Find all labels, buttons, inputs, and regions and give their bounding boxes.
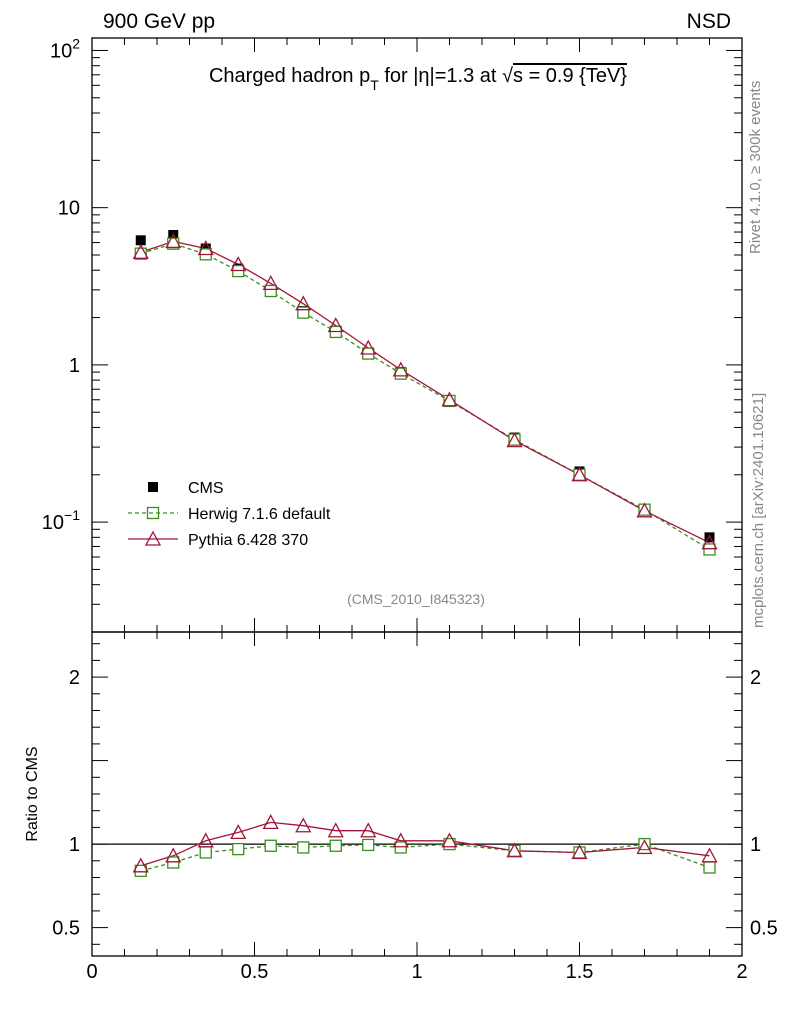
ratio-series <box>132 814 718 877</box>
herwig-point <box>703 543 716 556</box>
pythia-ratio-point <box>701 847 718 863</box>
pythia-ratio-point <box>506 842 523 858</box>
y-tick-label: 10 <box>58 198 80 220</box>
x-tick-label: 1 <box>411 961 422 983</box>
main-series <box>132 230 718 556</box>
ratio-tick-label-right: 2 <box>750 667 761 689</box>
herwig-ratio-point <box>394 841 407 854</box>
legend-cms-label: CMS <box>188 480 224 497</box>
plot-title-sub: T <box>370 77 379 93</box>
pythia-point <box>262 274 279 291</box>
herwig-ratio-line <box>140 843 710 872</box>
herwig-ratio-point <box>297 841 310 854</box>
pythia-point <box>295 295 312 311</box>
pythia-ratio-point <box>571 844 588 860</box>
cms-point <box>135 235 146 246</box>
herwig-ratio-point <box>362 838 375 852</box>
ratio-tick-label-right: 1 <box>750 834 761 856</box>
herwig-ratio-point <box>638 837 651 851</box>
ratio-tick-label-right: 0.5 <box>750 918 778 940</box>
pythia-point <box>392 361 409 377</box>
rivet-label: Rivet 4.1.0, ≥ 300k events <box>747 81 764 254</box>
herwig-ratio-point <box>134 864 147 877</box>
legend: CMS Herwig 7.1.6 default Pythia 6.428 37… <box>128 480 331 549</box>
pythia-ratio-point <box>165 847 182 863</box>
ratio-ylabel: Ratio to CMS <box>24 746 41 841</box>
pythia-point <box>441 391 458 407</box>
pythia-ratio-point <box>327 822 344 838</box>
pythia-point <box>230 256 247 272</box>
herwig-point <box>134 247 147 260</box>
mcplots-label: mcplots.cern.ch [arXiv:2401.10621] <box>750 393 767 628</box>
herwig-point <box>264 284 277 298</box>
pythia-ratio-point <box>360 822 377 838</box>
y-tick-label: 1 <box>69 355 80 377</box>
pythia-point <box>197 240 214 256</box>
pythia-point <box>636 502 653 518</box>
header-left: 900 GeV pp <box>103 10 215 33</box>
ratio-panel-frame <box>91 631 743 957</box>
herwig-ratio-point <box>329 839 342 852</box>
pythia-ratio-point <box>197 832 214 848</box>
cms-point <box>704 532 715 543</box>
ratio-tick-label-left: 0.5 <box>52 918 80 940</box>
herwig-line <box>140 243 710 551</box>
pythia-ratio-point <box>441 832 458 848</box>
legend-herwig-marker <box>146 506 160 520</box>
legend-pythia-label: Pythia 6.428 370 <box>188 532 308 549</box>
pythia-point <box>506 432 523 448</box>
y-tick-label: 10−1 <box>42 507 80 534</box>
pythia-ratio-point <box>262 814 279 830</box>
ratio-tick-label-left: 2 <box>69 667 80 689</box>
herwig-ratio-point <box>232 842 245 856</box>
pythia-ratio-point <box>132 857 149 873</box>
plot-title-b: for |η|=1.3 at <box>379 65 502 87</box>
x-tick-label: 0.5 <box>241 961 269 983</box>
herwig-ratio-point <box>199 846 212 859</box>
pythia-ratio-point <box>295 817 312 833</box>
plot-title-c: s = 0.9 {TeV} <box>513 65 627 87</box>
pythia-ratio-point <box>230 824 247 840</box>
header-right: NSD <box>687 10 731 33</box>
ratio-tick-label-left: 1 <box>69 834 80 856</box>
pythia-line <box>140 240 710 544</box>
pythia-point <box>701 534 718 550</box>
pythia-point <box>571 466 588 482</box>
x-tick-label: 1.5 <box>566 961 594 983</box>
plot-title-a: Charged hadron p <box>209 65 370 87</box>
herwig-ratio-point <box>167 856 180 869</box>
herwig-ratio-point <box>703 861 716 874</box>
plot-title-root: √ <box>502 65 513 87</box>
legend-herwig-label: Herwig 7.1.6 default <box>188 506 331 523</box>
pythia-ratio-point <box>636 839 653 855</box>
pythia-point <box>327 317 344 333</box>
herwig-ratio-point <box>264 839 277 852</box>
herwig-point <box>297 306 310 319</box>
pythia-ratio-point <box>392 832 409 848</box>
pythia-point <box>165 233 182 249</box>
plot-title: Charged hadron pT for |η|=1.3 at √s = 0.… <box>209 65 627 93</box>
pythia-point <box>132 243 149 259</box>
legend-cms-marker <box>148 482 158 492</box>
axis-ticks <box>91 38 743 956</box>
pythia-point <box>360 339 377 355</box>
x-tick-label: 2 <box>736 961 747 983</box>
analysis-id: (CMS_2010_I845323) <box>347 591 485 607</box>
pythia-ratio-line <box>140 821 710 867</box>
x-tick-label: 0 <box>86 961 97 983</box>
tick-labels: 0 0.5 1 1.5 2 102 10 1 10−1 2 2 1 1 0.5 0.5 <box>42 35 778 983</box>
legend-pythia-marker <box>144 530 162 546</box>
y-tick-label: 102 <box>50 35 80 62</box>
